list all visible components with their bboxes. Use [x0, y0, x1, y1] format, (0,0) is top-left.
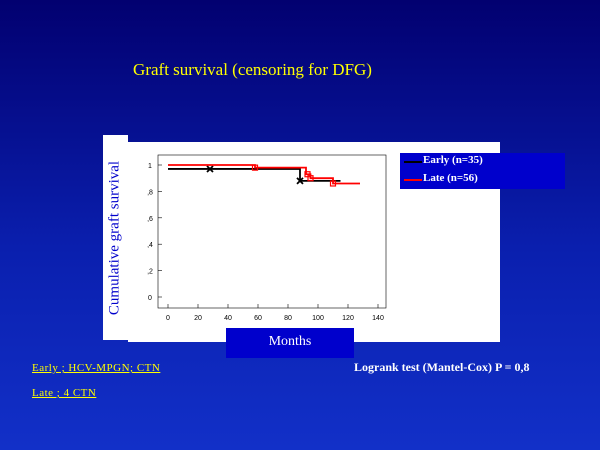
series-line-early [168, 168, 341, 182]
y-tick-label: ,2 [147, 269, 153, 276]
censor-mark-early [206, 165, 214, 173]
slide-title: Graft survival (censoring for DFG) [133, 60, 372, 79]
x-tick-label: 140 [372, 315, 384, 322]
legend-label-early: Early (n=35) [423, 154, 483, 166]
y-axis-label-panel [103, 135, 128, 340]
legend-label-late: Late (n=56) [423, 172, 478, 184]
legend-swatch-late [404, 179, 422, 181]
y-tick-label: ,4 [147, 242, 153, 249]
x-tick-label: 120 [342, 315, 354, 322]
footnote-early: Early ; HCV-MPGN; CTN [32, 362, 161, 374]
x-axis-label: Months [268, 334, 312, 349]
x-axis-label-panel: Months [226, 328, 354, 358]
legend-item-late: Late (n=56) [400, 171, 565, 189]
censor-mark-late [251, 164, 259, 171]
x-tick-label: 100 [312, 315, 324, 322]
x-tick-label: 20 [194, 315, 202, 322]
legend-item-early: Early (n=35) [400, 153, 565, 171]
y-tick-label: 0 [148, 295, 152, 302]
x-tick-label: 0 [166, 315, 170, 322]
censor-mark-late [329, 180, 337, 187]
x-tick-label: 60 [254, 315, 262, 322]
x-tick-label: 40 [224, 315, 232, 322]
censor-mark-late [307, 175, 314, 182]
logrank-note: Logrank test (Mantel-Cox) P = 0,8 [354, 360, 530, 374]
footnote-late: Late ; 4 CTN [32, 387, 97, 399]
y-tick-label: 1 [148, 163, 152, 170]
legend: Early (n=35) Late (n=56) [400, 153, 565, 189]
censor-mark-early [296, 177, 304, 185]
y-tick-label: ,6 [147, 216, 153, 223]
legend-swatch-early [404, 161, 422, 163]
y-tick-label: ,8 [147, 189, 153, 196]
plot-frame [157, 154, 387, 309]
x-tick-label: 80 [284, 315, 292, 322]
